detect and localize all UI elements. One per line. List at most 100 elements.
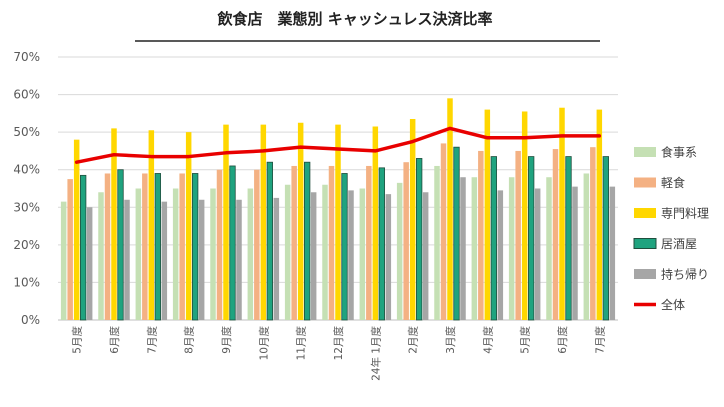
bar: [440, 143, 447, 320]
bar: [86, 207, 93, 320]
bar: [596, 109, 603, 320]
y-axis: 0% 10% 20% 30% 40% 50% 60% 70%: [13, 50, 40, 327]
x-tick-label: 3月度: [444, 326, 457, 354]
bar: [80, 174, 87, 321]
y-tick-label: 40%: [13, 163, 40, 177]
bar: [67, 179, 73, 320]
bar: [447, 98, 453, 320]
bar: [478, 150, 484, 320]
bar-group: [284, 122, 317, 321]
bar: [341, 173, 348, 321]
bar: [304, 161, 311, 321]
bar: [229, 165, 236, 321]
bar-group: [583, 109, 616, 321]
bar: [60, 201, 67, 320]
legend-label: 専門料理: [661, 207, 709, 221]
bar-group: [60, 139, 93, 321]
bar-group: [135, 130, 168, 321]
bar: [322, 184, 328, 320]
bar: [497, 190, 504, 320]
bar: [521, 111, 528, 320]
bar: [273, 197, 280, 320]
y-tick-label: 10%: [13, 275, 40, 289]
bar: [310, 192, 317, 320]
bar: [460, 177, 466, 320]
bar: [216, 169, 223, 320]
bar: [528, 156, 535, 321]
legend-label: 居酒屋: [661, 237, 697, 251]
legend-label: 全体: [661, 297, 685, 312]
bar: [172, 188, 179, 320]
x-tick-label: 12月度: [332, 326, 345, 361]
bar: [602, 156, 609, 321]
x-tick-label: 5月度: [71, 326, 84, 354]
x-tick-label: 5月度: [519, 326, 532, 354]
bar: [111, 128, 117, 320]
bar: [396, 182, 403, 320]
legend-swatch: [634, 147, 656, 157]
bar-group: [396, 118, 429, 321]
bar: [422, 192, 429, 320]
bar: [98, 192, 104, 320]
x-tick-label: 8月度: [183, 326, 196, 354]
legend-item: 軽食: [634, 175, 685, 190]
legend-label: 軽食: [661, 175, 685, 190]
bar: [291, 165, 297, 320]
bar: [117, 169, 124, 321]
bar: [559, 107, 565, 320]
x-tick-label: 4月度: [481, 326, 494, 354]
x-tick-label: 11月度: [295, 326, 308, 361]
bar: [515, 150, 521, 320]
bar: [385, 194, 392, 320]
bar: [185, 132, 192, 320]
bar: [409, 118, 416, 320]
bar: [572, 186, 578, 320]
y-tick-label: 0%: [21, 313, 40, 327]
bar: [260, 124, 267, 320]
bar: [179, 173, 185, 320]
bar: [223, 124, 229, 320]
bar: [534, 188, 541, 320]
x-tick-label: 24年 1月度: [369, 326, 382, 381]
bar: [609, 186, 616, 320]
legend-item: 居酒屋: [633, 237, 697, 251]
y-tick-label: 30%: [13, 200, 40, 214]
bar: [490, 156, 497, 321]
legend-label: 食事系: [661, 145, 697, 160]
bar: [284, 184, 291, 320]
x-tick-label: 2月度: [407, 326, 420, 354]
total-line-layer: [74, 126, 602, 164]
bar: [372, 126, 379, 320]
bar: [236, 199, 242, 320]
bar: [583, 173, 590, 320]
x-tick-label: 9月度: [220, 326, 233, 354]
x-tick-label: 7月度: [593, 326, 606, 354]
bar: [366, 165, 372, 320]
y-tick-label: 20%: [13, 238, 40, 252]
x-tick-label: 6月度: [108, 326, 121, 354]
bar-group: [98, 128, 130, 321]
bar: [154, 173, 161, 321]
y-tick-label: 50%: [13, 125, 40, 139]
legend-label: 持ち帰り: [661, 267, 709, 282]
bars: [60, 98, 616, 321]
bar: [73, 139, 80, 320]
bar: [378, 167, 385, 321]
legend-swatch: [634, 269, 656, 279]
bar: [565, 156, 572, 321]
x-tick-label: 6月度: [556, 326, 569, 354]
bar: [434, 165, 440, 320]
bar-group: [322, 124, 354, 321]
legend-item: 全体: [634, 297, 685, 312]
bar: [161, 201, 168, 320]
bar: [348, 190, 354, 320]
bar: [328, 165, 335, 320]
bar: [192, 173, 199, 321]
legend-item: 専門料理: [634, 207, 709, 221]
bar: [266, 161, 273, 321]
bar-group: [210, 124, 242, 321]
legend-swatch: [633, 238, 657, 249]
y-tick-label: 70%: [13, 50, 40, 64]
chart-title: 飲食店 業態別 キャッシュレス決済比率: [217, 10, 493, 28]
